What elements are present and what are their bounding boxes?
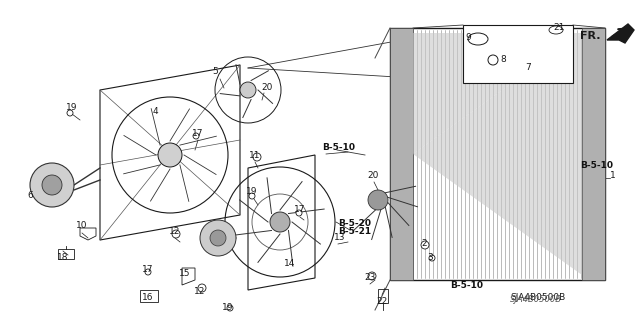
Text: SJA4B0500B: SJA4B0500B	[510, 293, 565, 302]
Text: 22: 22	[376, 298, 388, 307]
Circle shape	[145, 269, 151, 275]
Ellipse shape	[549, 26, 563, 34]
Text: 1: 1	[610, 170, 616, 180]
Circle shape	[253, 153, 261, 161]
Text: 14: 14	[284, 258, 296, 268]
Text: 19: 19	[222, 302, 234, 311]
Circle shape	[42, 175, 62, 195]
Ellipse shape	[468, 33, 488, 45]
Circle shape	[429, 255, 435, 261]
Text: 18: 18	[57, 254, 68, 263]
Text: 15: 15	[179, 270, 191, 278]
Circle shape	[270, 212, 290, 232]
Polygon shape	[607, 24, 634, 43]
Text: 10: 10	[76, 221, 88, 231]
Text: B-5-10: B-5-10	[580, 160, 613, 169]
Circle shape	[193, 133, 199, 139]
Circle shape	[67, 110, 73, 116]
Text: 16: 16	[142, 293, 154, 302]
Text: 19: 19	[67, 102, 77, 112]
Text: 19: 19	[246, 188, 258, 197]
Circle shape	[368, 190, 388, 210]
Polygon shape	[413, 33, 582, 154]
Text: 23: 23	[364, 273, 376, 283]
Text: 4: 4	[152, 108, 158, 116]
Circle shape	[488, 55, 498, 65]
Circle shape	[172, 230, 180, 238]
Text: 17: 17	[294, 205, 306, 214]
Text: 5: 5	[212, 68, 218, 77]
Bar	[58, 249, 74, 259]
Text: 17: 17	[142, 265, 154, 275]
Text: B-5-21: B-5-21	[338, 227, 371, 236]
Text: 11: 11	[249, 151, 260, 160]
Text: 12: 12	[170, 227, 180, 236]
Circle shape	[198, 284, 206, 292]
Bar	[582, 28, 605, 280]
Circle shape	[421, 241, 429, 249]
Circle shape	[210, 230, 226, 246]
Text: B-5-10: B-5-10	[450, 281, 483, 291]
Text: B-5-20: B-5-20	[338, 219, 371, 227]
Text: FR.: FR.	[580, 31, 600, 41]
Circle shape	[240, 82, 256, 98]
Bar	[390, 28, 605, 280]
Circle shape	[296, 210, 302, 216]
Text: 2: 2	[421, 239, 427, 248]
Bar	[390, 28, 413, 280]
Text: 13: 13	[334, 233, 346, 241]
Text: 7: 7	[525, 63, 531, 72]
Circle shape	[30, 163, 74, 207]
Text: 20: 20	[261, 84, 273, 93]
Circle shape	[227, 305, 233, 311]
Bar	[378, 289, 388, 303]
Text: 21: 21	[554, 24, 564, 33]
Text: 20: 20	[367, 170, 379, 180]
Text: 3: 3	[427, 254, 433, 263]
Text: 12: 12	[195, 287, 205, 296]
Text: 6: 6	[27, 191, 33, 201]
Circle shape	[200, 220, 236, 256]
Polygon shape	[413, 33, 582, 275]
Text: 17: 17	[192, 129, 204, 137]
Text: 8: 8	[500, 56, 506, 64]
Text: B-5-10: B-5-10	[322, 143, 355, 152]
Text: 9: 9	[465, 33, 471, 42]
Bar	[463, 25, 573, 83]
Text: SJA4B0500B: SJA4B0500B	[510, 295, 562, 305]
Circle shape	[249, 193, 255, 199]
Circle shape	[158, 143, 182, 167]
